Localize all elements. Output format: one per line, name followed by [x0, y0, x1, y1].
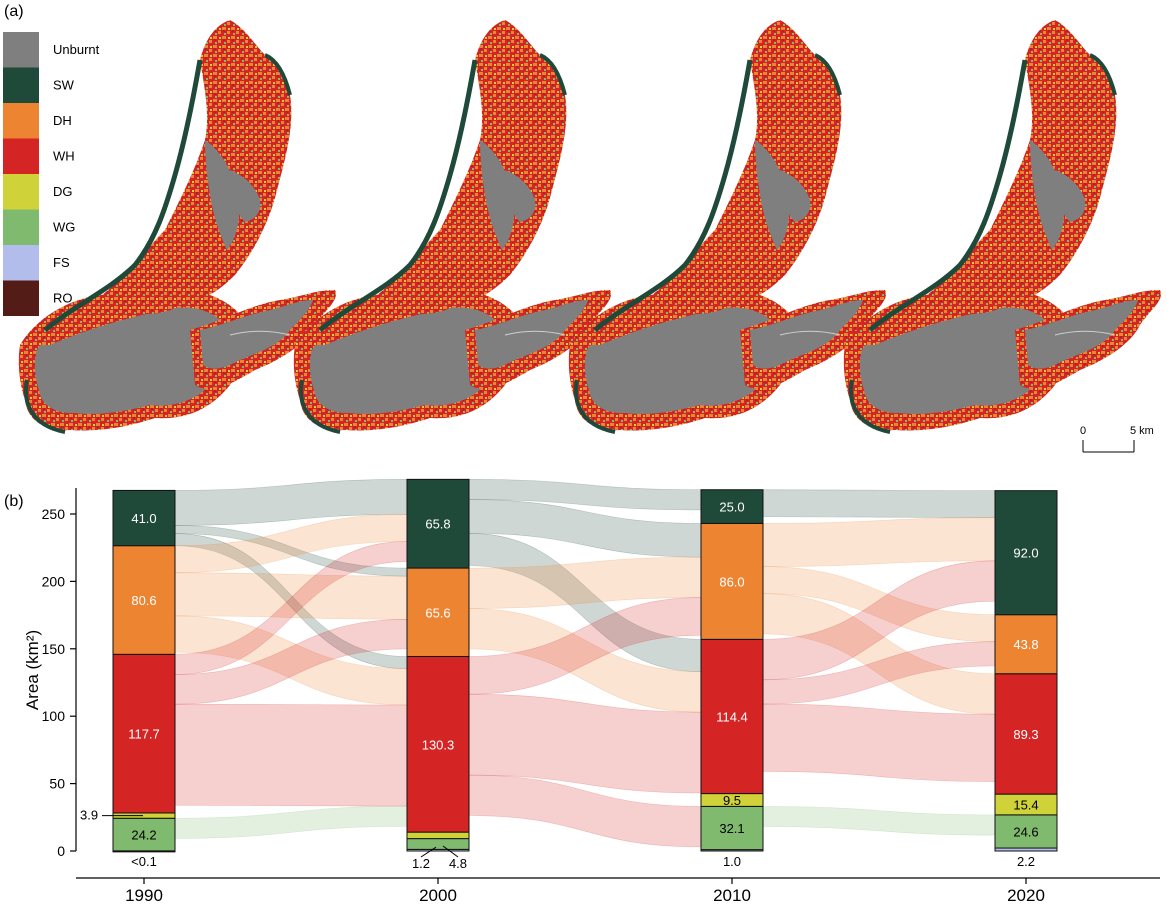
data-label-2020-wg: 24.6 [1013, 824, 1038, 839]
data-label-2000-dh: 65.6 [425, 605, 450, 620]
x-tick-label-2000: 2000 [419, 886, 457, 905]
flow-2010-dh-to-sw [762, 517, 996, 567]
data-label-2000-sw: 65.8 [425, 517, 450, 532]
legend-label-wg: WG [53, 220, 75, 235]
y-axis-label: Area (km²) [23, 630, 42, 710]
bar-segment-2000-wg [406, 838, 470, 850]
bar-segment-2020-dh [994, 614, 1058, 675]
alluvial-flows [174, 479, 996, 848]
scale-bar-end: 5 km [1130, 425, 1154, 437]
flow-2010-wg-to-wg [762, 806, 996, 836]
bar-segment-1990-wg [112, 817, 176, 852]
data-label-2020-wh: 89.3 [1013, 727, 1038, 742]
flow-2010-sw-to-sw [762, 489, 996, 518]
data-label-2000-dg: 4.8 [449, 856, 467, 871]
legend-swatch-unburnt [3, 32, 39, 68]
bar-segment-2000-dh [406, 567, 470, 657]
legend-swatch-wg [3, 209, 39, 245]
data-label-2010-fs: 1.0 [723, 854, 741, 869]
x-tick-label-1990: 1990 [125, 886, 163, 905]
y-tick-label-0: 0 [57, 843, 65, 859]
data-label-2000-fs: 1.2 [412, 856, 430, 871]
bar-segment-2000-sw [406, 478, 470, 569]
leader-line-2000-fs [420, 846, 437, 858]
data-label-1990-fs: <0.1 [131, 854, 157, 869]
y-tick-label-200: 200 [42, 573, 66, 589]
legend-label-ro: RO [53, 291, 73, 306]
bar-segment-2010-wg [700, 805, 764, 851]
data-label-1990-sw: 41.0 [131, 511, 156, 526]
bar-segment-2020-wh [994, 673, 1058, 795]
data-label-2000-wh: 130.3 [422, 737, 455, 752]
data-label-2020-dh: 43.8 [1013, 637, 1038, 652]
bar-segment-2020-wg [994, 814, 1058, 849]
y-tick-label-100: 100 [42, 708, 66, 724]
stacked-bars [112, 478, 1058, 853]
legend-swatch-dh [3, 103, 39, 139]
x-tick-label-2020: 2020 [1007, 886, 1045, 905]
data-label-1990-dh: 80.6 [131, 593, 156, 608]
data-label-2010-wh: 114.4 [716, 709, 748, 724]
legend-swatch-dg [3, 174, 39, 210]
x-tick-label-2010: 2010 [713, 886, 751, 905]
data-label-2020-sw: 92.0 [1013, 546, 1038, 561]
data-label-2020-dg: 15.4 [1013, 797, 1038, 812]
y-tick-label-250: 250 [42, 506, 66, 522]
flow-1990-wg-to-wh [174, 805, 408, 839]
bar-segment-2010-sw [700, 489, 764, 524]
data-label-1990-wh: 117.7 [128, 727, 160, 742]
data-label-2020-fs: 2.2 [1017, 854, 1035, 869]
bar-segment-2010-dh [700, 522, 764, 640]
data-label-2010-sw: 25.0 [719, 500, 744, 515]
legend-label-wh: WH [53, 149, 75, 164]
legend-label-fs: FS [53, 255, 70, 270]
data-label-1990-dg: 3.9 [80, 808, 98, 823]
legend-swatch-fs [3, 245, 39, 281]
map-2010 [569, 20, 886, 432]
legend-label-unburnt: Unburnt [53, 42, 100, 57]
data-label-2010-wg: 32.1 [719, 821, 744, 836]
y-tick-label-150: 150 [42, 641, 66, 657]
data-label-2010-dh: 86.0 [719, 574, 744, 589]
data-label-2010-dg: 9.5 [723, 793, 741, 808]
bar-segment-2000-wh [406, 655, 470, 833]
bar-segment-2010-wh [700, 638, 764, 795]
data-label-1990-wg: 24.2 [131, 828, 156, 843]
panel-label-a: (a) [4, 3, 24, 20]
panel-label-b: (b) [4, 493, 24, 510]
flow-2010-wh-to-wh [762, 703, 996, 782]
data-labels: 41.0 80.6 117.7 3.9 24.2 <0.1 65.8 65.6 130.3 4.8… [80, 500, 1039, 871]
bar-segment-1990-sw [112, 489, 176, 547]
y-tick-label-50: 50 [49, 776, 65, 792]
legend-swatch-ro [3, 280, 39, 316]
leader-line-2000-dg [442, 845, 459, 858]
axes: 0 50 100 150 200 250 1990 2000 2010 2020 [42, 488, 1160, 905]
legend-swatch-wh [3, 138, 39, 174]
bar-segment-1990-dh [112, 545, 176, 655]
legend: Unburnt SW DH WH DG WG FS RO [3, 32, 100, 316]
map-2020 [844, 20, 1161, 432]
scale-bar-start: 0 [1080, 425, 1086, 437]
legend-swatch-sw [3, 67, 39, 103]
map-2000 [294, 20, 611, 432]
legend-label-sw: SW [53, 78, 75, 93]
bar-segment-1990-wh [112, 653, 176, 814]
bar-segment-2020-sw [994, 490, 1058, 616]
scale-bar: 0 5 km [1080, 425, 1154, 453]
legend-label-dh: DH [53, 113, 72, 128]
legend-label-dg: DG [53, 184, 73, 199]
bar-segment-2000-dg [406, 831, 470, 840]
flow-1990-wh-to-wh [174, 703, 408, 807]
